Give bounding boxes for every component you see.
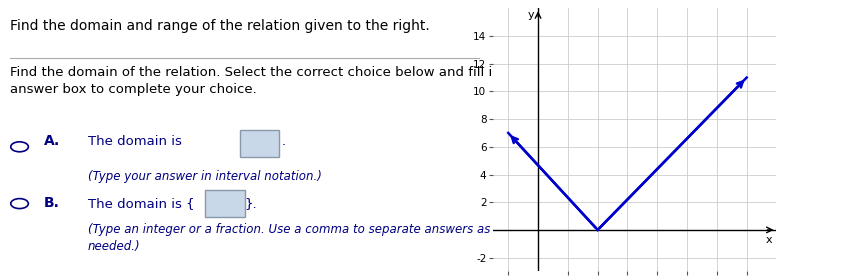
FancyBboxPatch shape xyxy=(205,190,245,217)
Text: Find the domain and range of the relation given to the right.: Find the domain and range of the relatio… xyxy=(9,19,430,34)
Text: The domain is {: The domain is { xyxy=(88,197,195,209)
FancyBboxPatch shape xyxy=(239,130,279,157)
Text: y: y xyxy=(528,10,534,20)
Text: (Type an integer or a fraction. Use a comma to separate answers as
needed.): (Type an integer or a fraction. Use a co… xyxy=(88,223,491,253)
Text: B.: B. xyxy=(44,196,60,210)
Text: x: x xyxy=(765,235,772,245)
Text: }.: }. xyxy=(245,197,257,209)
Text: .: . xyxy=(281,135,286,148)
Text: (Type your answer in interval notation.): (Type your answer in interval notation.) xyxy=(88,170,322,183)
Text: The domain is: The domain is xyxy=(88,135,182,148)
Text: A.: A. xyxy=(44,134,60,148)
Text: Find the domain of the relation. Select the correct choice below and fill in the: Find the domain of the relation. Select … xyxy=(9,66,527,96)
